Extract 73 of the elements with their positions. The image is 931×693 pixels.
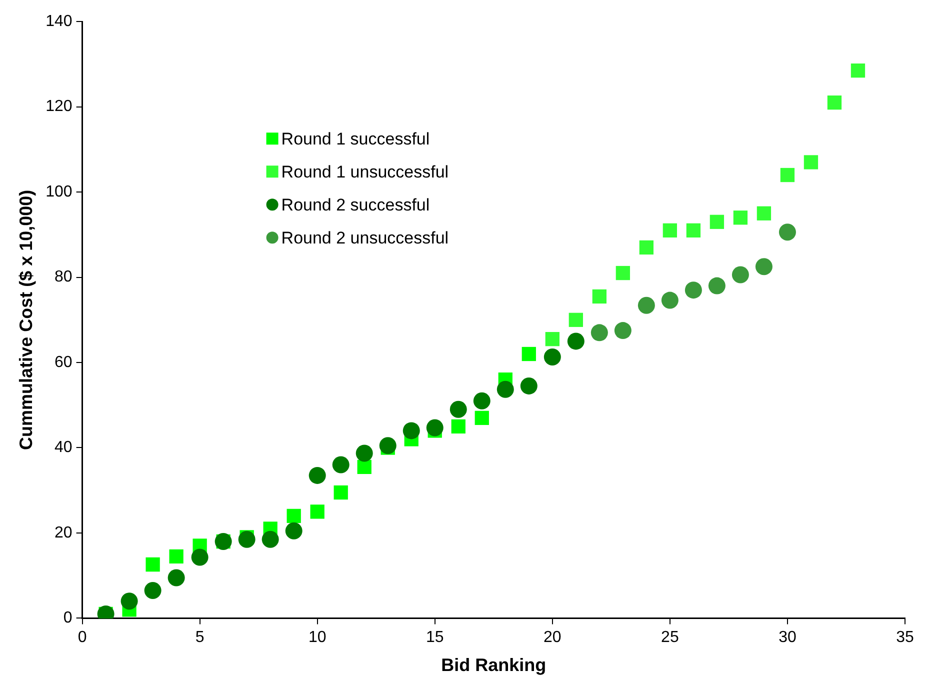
point (592, 289, 606, 304)
point (708, 277, 726, 294)
y-axis-title: Cummulative Cost ($ x 10,000) (16, 190, 36, 450)
point (120, 592, 138, 610)
x-tick-label: 25 (661, 629, 679, 646)
x-tick-label: 35 (896, 629, 914, 646)
point (451, 419, 466, 434)
legend-label: Round 1 successful (281, 129, 430, 148)
x-tick-label: 10 (308, 629, 326, 646)
point (567, 332, 584, 350)
point (639, 240, 654, 255)
point (473, 392, 490, 410)
legend-label: Round 2 unsuccessful (281, 228, 449, 248)
point (522, 346, 536, 362)
point (379, 437, 396, 454)
y-tick-label: 60 (54, 354, 72, 371)
point (286, 508, 301, 523)
x-tick-label: 30 (778, 629, 796, 646)
point (332, 456, 350, 474)
y-tick-label: 0 (63, 610, 72, 627)
y-tick-label: 100 (46, 183, 72, 200)
y-tick-label: 20 (54, 524, 72, 542)
point (732, 266, 749, 284)
point (827, 95, 842, 110)
point (710, 214, 724, 229)
point (545, 332, 560, 346)
point (262, 530, 279, 548)
point (285, 522, 302, 540)
x-axis-title: Bid Ranking (441, 655, 546, 676)
point (144, 582, 162, 599)
x-tick-label: 15 (426, 629, 444, 646)
point (169, 549, 184, 564)
point (804, 155, 818, 170)
point (356, 444, 373, 462)
point (191, 548, 208, 566)
point (357, 460, 372, 474)
point (238, 530, 256, 548)
point (614, 322, 632, 340)
point (662, 223, 678, 238)
point (684, 282, 702, 299)
legend-label: Round 2 successful (281, 195, 430, 214)
point (334, 485, 348, 500)
y-tick-label: 80 (54, 268, 72, 286)
point (168, 569, 185, 586)
point (568, 312, 583, 327)
point (638, 296, 655, 314)
x-tick-label: 0 (78, 629, 87, 646)
y-tick-label: 140 (46, 13, 72, 30)
point (496, 380, 514, 398)
point (733, 210, 748, 225)
point (544, 348, 561, 366)
point (778, 224, 796, 241)
y-tick-label: 40 (54, 439, 72, 456)
point (590, 324, 608, 342)
legend-label: Round 1 unsuccessful (281, 162, 449, 182)
point (520, 377, 538, 394)
point (616, 266, 630, 280)
x-tick-label: 20 (544, 629, 562, 646)
point (850, 64, 866, 78)
y-tick-label: 120 (46, 98, 72, 116)
point (402, 422, 420, 440)
point (755, 258, 772, 276)
point (426, 419, 444, 436)
point (146, 557, 160, 572)
point (661, 292, 678, 309)
x-tick-label: 5 (195, 629, 204, 646)
point (474, 410, 489, 425)
point (686, 223, 701, 238)
point (756, 206, 772, 220)
point (780, 168, 795, 182)
point (450, 400, 467, 418)
point (308, 466, 326, 484)
point (310, 504, 324, 519)
